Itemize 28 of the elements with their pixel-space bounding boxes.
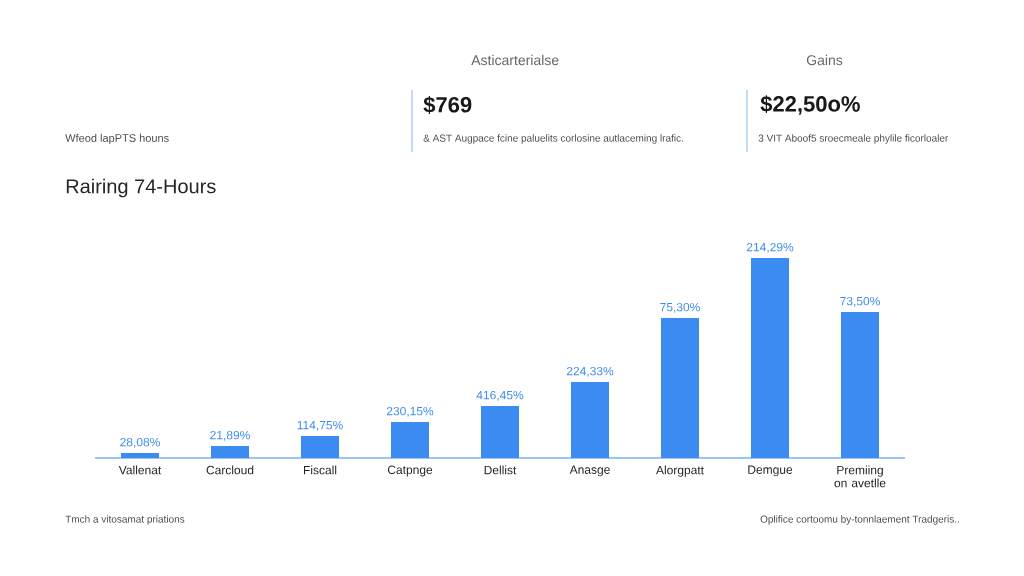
text: $22,50o% [760, 95, 860, 115]
x-tick-label: Alorgpatt [656, 465, 704, 477]
annotation: 114,75% [297, 420, 343, 431]
x-tick-label: Vallenat [118, 465, 162, 475]
text: Asticarterialse [471, 54, 559, 66]
x-tick-label: Premiing on avetlle [834, 465, 886, 488]
annotation: 230,15% [386, 406, 434, 417]
annotation: 28,08% [120, 437, 160, 448]
x-tick-label: Fiscall [303, 465, 337, 475]
x-tick-label: Demgue [748, 465, 793, 477]
annotation: 73,50% [840, 296, 880, 307]
annotation: 21,89% [210, 430, 250, 441]
text: 3 VIT Aboof5 sroecmeale phylile ficorloaler [758, 134, 949, 144]
chart-title: Rairing 74-Hours [66, 178, 216, 198]
x-tick-label: Carcloud [206, 465, 254, 475]
text: & AST Augpace fcine paluelits corlosine autlaceming lrafic. [423, 134, 683, 144]
x-tick-label: Anasge [569, 465, 610, 477]
chart-subtitle: Wfeod lapPTS houns [65, 133, 169, 145]
annotation: 416,45% [476, 390, 524, 401]
x-tick-label: Catpnge [387, 465, 433, 477]
x-tick-label: Dellist [484, 465, 517, 475]
annotation: 224,33% [566, 366, 614, 377]
annotation: 214,29% [746, 242, 794, 253]
text: $769 [423, 96, 472, 114]
text: Gains [806, 54, 843, 66]
text: Tmch a vitosamat priations [65, 515, 185, 525]
text: Oplifice cortoomu by-tonnlaement Tradgeris.. [760, 515, 959, 525]
annotation: 75,30% [660, 302, 700, 313]
